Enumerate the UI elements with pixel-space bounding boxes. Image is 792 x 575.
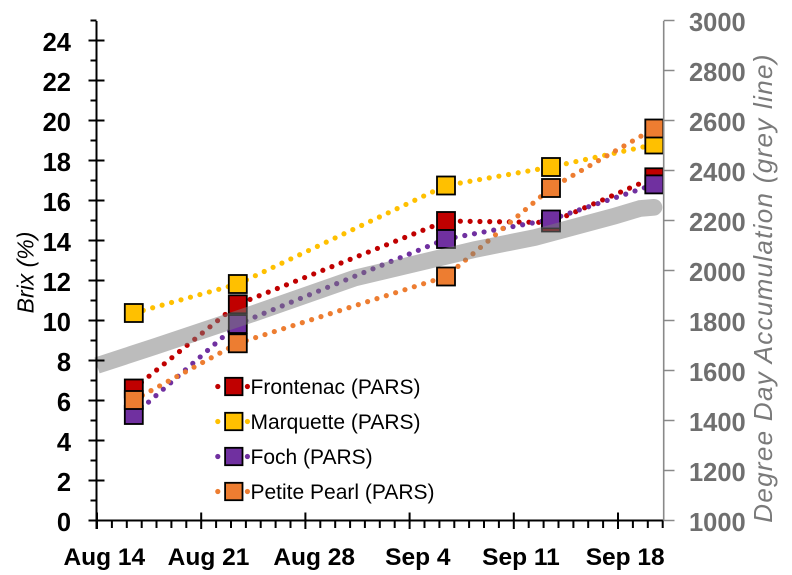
svg-text:1200: 1200 — [689, 459, 746, 487]
svg-text:1000: 1000 — [689, 509, 746, 537]
svg-text:6: 6 — [57, 389, 71, 417]
svg-text:10: 10 — [43, 309, 71, 337]
svg-text:14: 14 — [43, 229, 72, 257]
svg-text:16: 16 — [43, 189, 71, 217]
svg-text:1400: 1400 — [689, 409, 746, 437]
svg-text:Aug 21: Aug 21 — [168, 544, 250, 571]
svg-text:Sep 11: Sep 11 — [482, 544, 560, 571]
svg-text:Foch (PARS): Foch (PARS) — [251, 446, 373, 469]
svg-text:Petite Pearl (PARS): Petite Pearl (PARS) — [251, 481, 435, 504]
svg-text:2600: 2600 — [689, 109, 746, 137]
svg-text:Brix (%): Brix (%) — [13, 232, 39, 314]
svg-text:8: 8 — [57, 349, 71, 377]
svg-text:18: 18 — [43, 149, 71, 177]
svg-text:3000: 3000 — [689, 9, 746, 37]
svg-text:Marquette (PARS): Marquette (PARS) — [251, 411, 421, 434]
svg-text:12: 12 — [43, 269, 71, 297]
svg-text:Sep 18: Sep 18 — [586, 544, 665, 571]
svg-text:1600: 1600 — [689, 359, 746, 387]
svg-text:0: 0 — [57, 509, 71, 537]
svg-text:2400: 2400 — [689, 159, 746, 187]
svg-text:Aug 28: Aug 28 — [273, 544, 355, 571]
svg-text:24: 24 — [43, 29, 72, 57]
svg-text:20: 20 — [43, 109, 71, 137]
svg-text:2000: 2000 — [689, 259, 746, 287]
svg-text:Frontenac (PARS): Frontenac (PARS) — [251, 376, 421, 399]
svg-text:2200: 2200 — [689, 209, 746, 237]
svg-text:4: 4 — [57, 429, 72, 457]
svg-text:2800: 2800 — [689, 59, 746, 87]
svg-text:Aug 14: Aug 14 — [63, 544, 145, 571]
svg-text:Sep 4: Sep 4 — [385, 544, 451, 571]
svg-text:2: 2 — [57, 469, 71, 497]
svg-text:Degree Day Accumulation (grey: Degree Day Accumulation (grey line) — [748, 53, 778, 522]
svg-text:22: 22 — [43, 69, 71, 97]
svg-text:1800: 1800 — [689, 309, 746, 337]
